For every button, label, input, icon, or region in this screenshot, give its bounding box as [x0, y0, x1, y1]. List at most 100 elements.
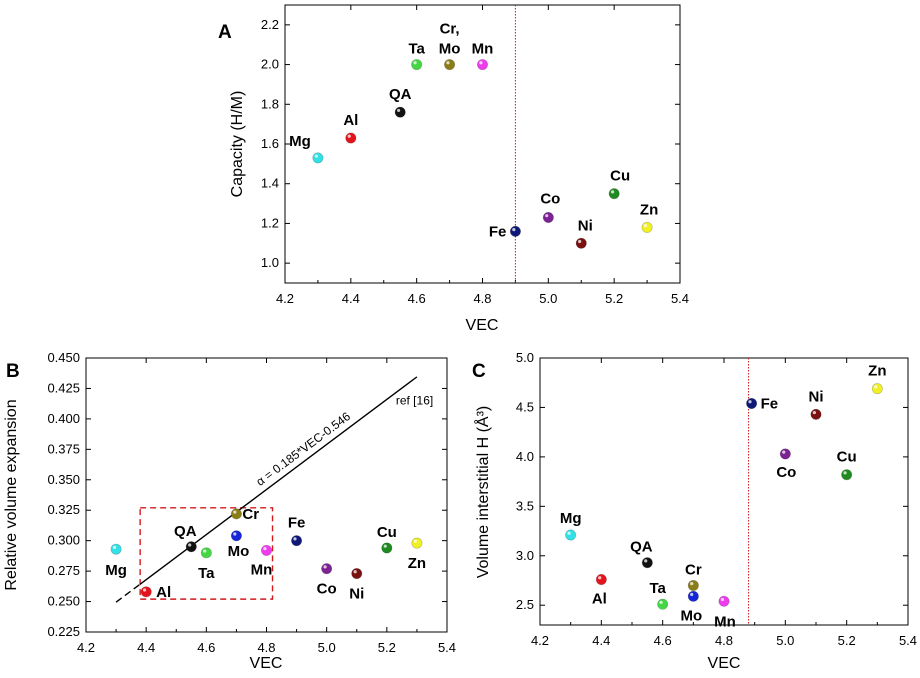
point-label-ta: Ta [408, 41, 425, 58]
y-tick-label: 0.225 [47, 624, 80, 639]
data-point-cr-highlight [446, 61, 450, 65]
x-tick-label: 4.8 [257, 640, 275, 655]
point-label-ni: Ni [809, 388, 824, 405]
point-label-cr: Cr [242, 506, 259, 523]
data-point-ta [200, 547, 212, 559]
data-point-cr-highlight [690, 582, 694, 586]
data-point-ni-body [575, 237, 587, 249]
data-point-co-highlight [545, 214, 549, 218]
point-label-cu: Cu [610, 168, 630, 185]
fit-line-extrapolated [115, 583, 141, 603]
data-point-mn-body [476, 59, 488, 71]
point-label-fe: Fe [761, 395, 779, 412]
point-label-mn: Mn [472, 41, 494, 58]
point-label-qa: QA [174, 523, 197, 540]
data-point-qa [641, 557, 653, 569]
data-point-fe-body [291, 535, 303, 547]
point-label-fe: Fe [288, 515, 306, 532]
data-point-zn [641, 221, 653, 233]
data-point-qa [394, 106, 406, 118]
data-point-co [779, 448, 791, 460]
data-point-zn [411, 537, 423, 549]
data-point-mg [312, 152, 324, 164]
y-tick-label: 0.375 [47, 441, 80, 456]
point-label-ni: Ni [349, 586, 364, 603]
data-point-mn-body [260, 544, 272, 556]
y-tick-label: 0.350 [47, 472, 80, 487]
data-point-qa-highlight [644, 559, 648, 563]
data-point-co-body [321, 563, 333, 575]
data-point-mn-highlight [263, 547, 267, 551]
panel-letter: C [472, 361, 486, 382]
data-point-al-highlight [347, 134, 351, 138]
point-label-cu: Cu [837, 449, 857, 466]
data-point-cr [230, 508, 242, 520]
data-point-ni-body [351, 568, 363, 580]
y-tick-label: 1.2 [261, 215, 279, 230]
x-tick-label: 4.6 [197, 640, 215, 655]
data-point-cu [608, 188, 620, 200]
data-point-fe-highlight [748, 400, 752, 404]
x-tick-label: 4.2 [531, 633, 549, 648]
point-label-zn: Zn [640, 201, 658, 218]
data-point-qa-body [394, 106, 406, 118]
point-label-zn: Zn [408, 555, 426, 572]
data-point-co [321, 563, 333, 575]
point-label-cu: Cu [377, 524, 397, 541]
fit-equation: α = 0.185*VEC-0.546 [253, 409, 353, 489]
data-point-co-highlight [782, 450, 786, 454]
x-axis-title: VEC [250, 655, 283, 672]
data-point-mo [687, 590, 699, 602]
y-tick-label: 0.300 [47, 533, 80, 548]
highlight-box [139, 507, 274, 600]
data-point-al-body [595, 574, 607, 586]
data-point-mo-highlight [690, 592, 694, 597]
data-point-qa-highlight [397, 108, 401, 113]
x-tick-label: 4.8 [473, 291, 491, 306]
data-point-mg-highlight [112, 545, 117, 549]
data-point-mn [260, 544, 272, 556]
data-point-cu-body [841, 469, 853, 481]
y-axis-title: Relative volume expansion [3, 399, 20, 590]
x-tick-label: 5.0 [539, 291, 557, 306]
data-point-zn [871, 383, 883, 395]
data-point-ni-highlight [353, 570, 357, 574]
data-point-ni [810, 408, 822, 420]
point-label-al: Al [343, 112, 358, 129]
fit-line [139, 376, 418, 585]
data-point-fe [509, 225, 521, 237]
x-tick-label: 5.2 [605, 291, 623, 306]
data-point-al [595, 574, 607, 586]
y-tick-label: 2.5 [516, 597, 534, 612]
data-point-co-highlight [323, 565, 327, 569]
data-point-mo-highlight [233, 532, 237, 536]
data-point-cr-body [230, 508, 242, 520]
data-point-mg-body [312, 152, 324, 164]
data-point-ni [351, 568, 363, 580]
y-tick-label: 4.0 [516, 449, 534, 464]
data-point-cr-body [444, 59, 456, 71]
data-point-ni-highlight [812, 410, 817, 415]
x-tick-label: 4.6 [408, 291, 426, 306]
data-point-ni-body [810, 408, 822, 420]
data-point-mg [110, 543, 122, 555]
data-point-ta [411, 59, 423, 71]
point-label-co: Co [776, 464, 796, 481]
point-label-ta: Ta [649, 580, 666, 597]
point-label-cr: Cr, [440, 21, 460, 38]
data-point-al-body [345, 132, 357, 144]
point-label-al: Al [592, 591, 607, 608]
y-tick-label: 0.400 [47, 411, 80, 426]
data-point-ta-highlight [413, 61, 417, 65]
data-point-mn [718, 595, 730, 607]
data-point-zn-body [411, 537, 423, 549]
data-point-fe [291, 535, 303, 547]
data-point-cu-body [381, 542, 393, 554]
x-tick-label: 4.4 [342, 291, 360, 306]
data-point-cu-highlight [843, 471, 847, 475]
data-point-cr-highlight [233, 510, 237, 514]
data-point-ta-body [200, 547, 212, 559]
data-point-al [140, 586, 152, 598]
y-tick-label: 1.6 [261, 136, 279, 151]
